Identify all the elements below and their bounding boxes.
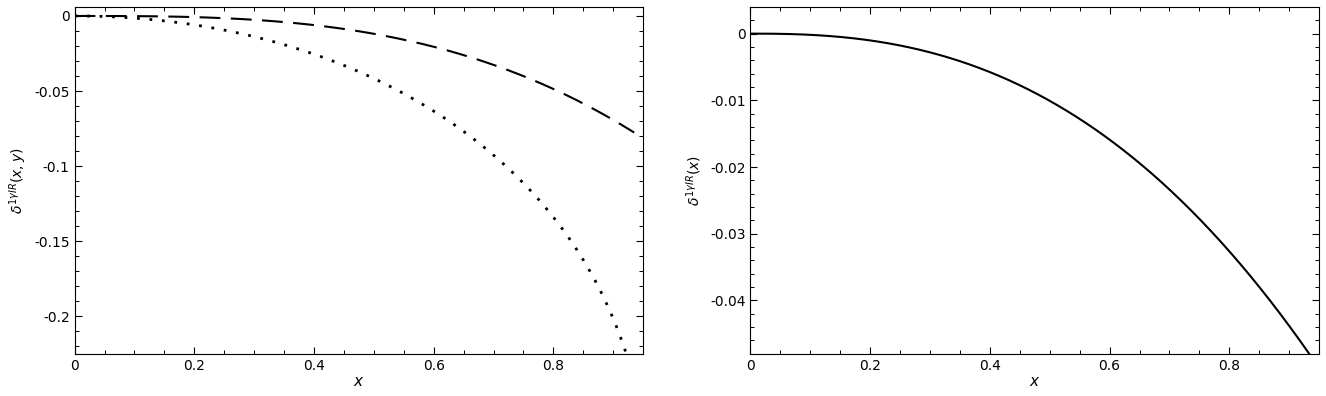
Y-axis label: $\delta^{1\gamma IR}(x,y)$: $\delta^{1\gamma IR}(x,y)$ <box>7 147 29 213</box>
X-axis label: $x$: $x$ <box>1029 374 1041 389</box>
X-axis label: $x$: $x$ <box>353 374 365 389</box>
Y-axis label: $\delta^{1\gamma IR}(x)$: $\delta^{1\gamma IR}(x)$ <box>684 155 704 206</box>
